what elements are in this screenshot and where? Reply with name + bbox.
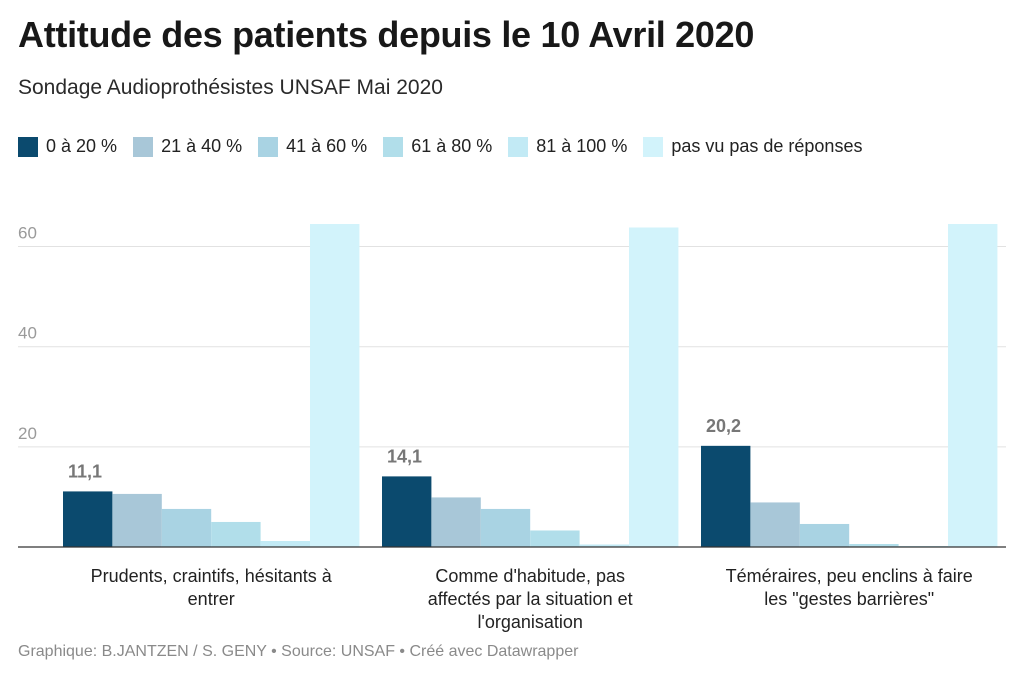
category-label-0-line-0: Prudents, craintifs, hésitants à	[91, 566, 333, 586]
category-label-1-line-2: l'organisation	[477, 612, 583, 632]
legend-item-no-response: pas vu pas de réponses	[643, 136, 862, 157]
bar-s5-c2	[948, 224, 998, 547]
chart-footer: Graphique: B.JANTZEN / S. GENY • Source:…	[18, 643, 579, 660]
bar-s2-c0	[161, 508, 212, 547]
chart-title: Attitude des patients depuis le 10 Avril…	[18, 14, 755, 55]
legend-label-41-60: 41 à 60 %	[286, 136, 368, 156]
bar-s2-c2	[799, 523, 850, 547]
y-tick-label-40: 40	[18, 324, 37, 343]
legend-label-0-20: 0 à 20 %	[46, 136, 118, 156]
legend-swatch-0-20	[18, 136, 38, 157]
legend-label-61-80: 61 à 80 %	[411, 136, 493, 156]
y-tick-label-60: 60	[18, 224, 37, 243]
bar-s2-c1	[480, 508, 531, 547]
legend-item-81-100: 81 à 100 %	[508, 136, 627, 157]
category-label-2-line-0: Téméraires, peu enclins à faire	[726, 566, 973, 586]
bar-s5-c1	[629, 227, 679, 547]
legend-swatch-no-response	[643, 136, 664, 157]
bar-s1-c0	[112, 493, 162, 547]
legend-swatch-41-60	[258, 136, 279, 157]
data-label-c0: 11,1	[68, 461, 102, 481]
legend: 0 à 20 % 21 à 40 % 41 à 60 % 61 à 80 % 8…	[18, 136, 878, 157]
bar-s3-c2	[849, 543, 899, 547]
y-tick-label-20: 20	[18, 424, 37, 443]
legend-swatch-61-80	[383, 136, 404, 157]
legend-label-no-response: pas vu pas de réponses	[671, 136, 863, 156]
bar-s0-c2	[701, 445, 751, 547]
bar-s0-c1	[382, 476, 432, 547]
legend-label-21-40: 21 à 40 %	[161, 136, 243, 156]
bar-s1-c2	[750, 502, 800, 547]
bar-s4-c1	[579, 544, 629, 547]
bar-s1-c1	[431, 497, 481, 547]
legend-item-0-20: 0 à 20 %	[18, 136, 117, 157]
legend-item-61-80: 61 à 80 %	[383, 136, 492, 157]
bar-s5-c0	[310, 224, 360, 547]
legend-label-81-100: 81 à 100 %	[536, 136, 628, 156]
data-label-c2: 20,2	[706, 416, 741, 436]
legend-swatch-81-100	[508, 136, 529, 157]
bar-s3-c0	[211, 521, 261, 547]
category-label-1-line-1: affectés par la situation et	[428, 589, 633, 609]
legend-item-21-40: 21 à 40 %	[133, 136, 242, 157]
category-label-0-line-1: entrer	[188, 589, 235, 609]
bar-s3-c1	[530, 530, 580, 547]
category-label-1-line-0: Comme d'habitude, pas	[435, 566, 625, 586]
legend-swatch-21-40	[133, 136, 154, 157]
category-label-2-line-1: les "gestes barrières"	[764, 589, 934, 609]
data-label-c1: 14,1	[387, 446, 422, 466]
bar-s4-c0	[260, 540, 310, 547]
bar-s0-c0	[63, 491, 113, 547]
chart-subtitle: Sondage Audioprothésistes UNSAF Mai 2020	[18, 76, 443, 99]
legend-item-41-60: 41 à 60 %	[258, 136, 367, 157]
